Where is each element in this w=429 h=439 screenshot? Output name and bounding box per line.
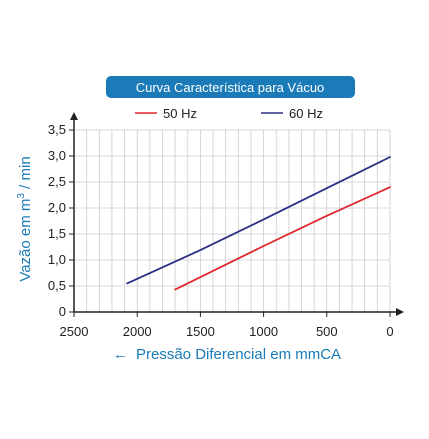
- axes: [70, 112, 404, 316]
- y-tick-label: 2,0: [48, 200, 66, 215]
- x-tick-label: 500: [316, 324, 338, 339]
- series-line-60hz: [126, 156, 391, 285]
- y-tick-label: 0: [59, 304, 66, 319]
- x-tick-label: 2500: [60, 324, 89, 339]
- x-tick-label: 0: [386, 324, 393, 339]
- grid: [73, 129, 391, 313]
- x-axis-direction-arrow-icon: ←: [113, 346, 128, 363]
- x-tick-label: 1500: [186, 324, 215, 339]
- y-tick-label: 3,5: [48, 122, 66, 137]
- y-tick-label: 1,5: [48, 226, 66, 241]
- y-axis-arrowhead-icon: [70, 112, 78, 120]
- x-axis-label: Pressão Diferencial em mmCA: [136, 346, 341, 363]
- y-tick-label: 0,5: [48, 278, 66, 293]
- y-tick-label: 2,5: [48, 174, 66, 189]
- x-tick-label: 1000: [249, 324, 278, 339]
- x-axis-arrowhead-icon: [396, 308, 404, 316]
- x-tick-label: 2000: [123, 324, 152, 339]
- y-tick-label: 3,0: [48, 148, 66, 163]
- legend-label-60hz: 60 Hz: [289, 106, 323, 121]
- y-axis-label: Vazão em m3 / min: [16, 156, 34, 281]
- chart-title: Curva Característica para Vácuo: [136, 80, 325, 95]
- chart-title-banner: [106, 76, 355, 98]
- legend-label-50hz: 50 Hz: [163, 106, 197, 121]
- y-tick-label: 1,0: [48, 252, 66, 267]
- series-line-50hz: [174, 186, 391, 291]
- tick-labels: 2500 2000 1500 1000 500 0 0 0,5 1,0 1,5 2,0 2,5 3,0 3…: [48, 122, 394, 339]
- series: [126, 156, 391, 291]
